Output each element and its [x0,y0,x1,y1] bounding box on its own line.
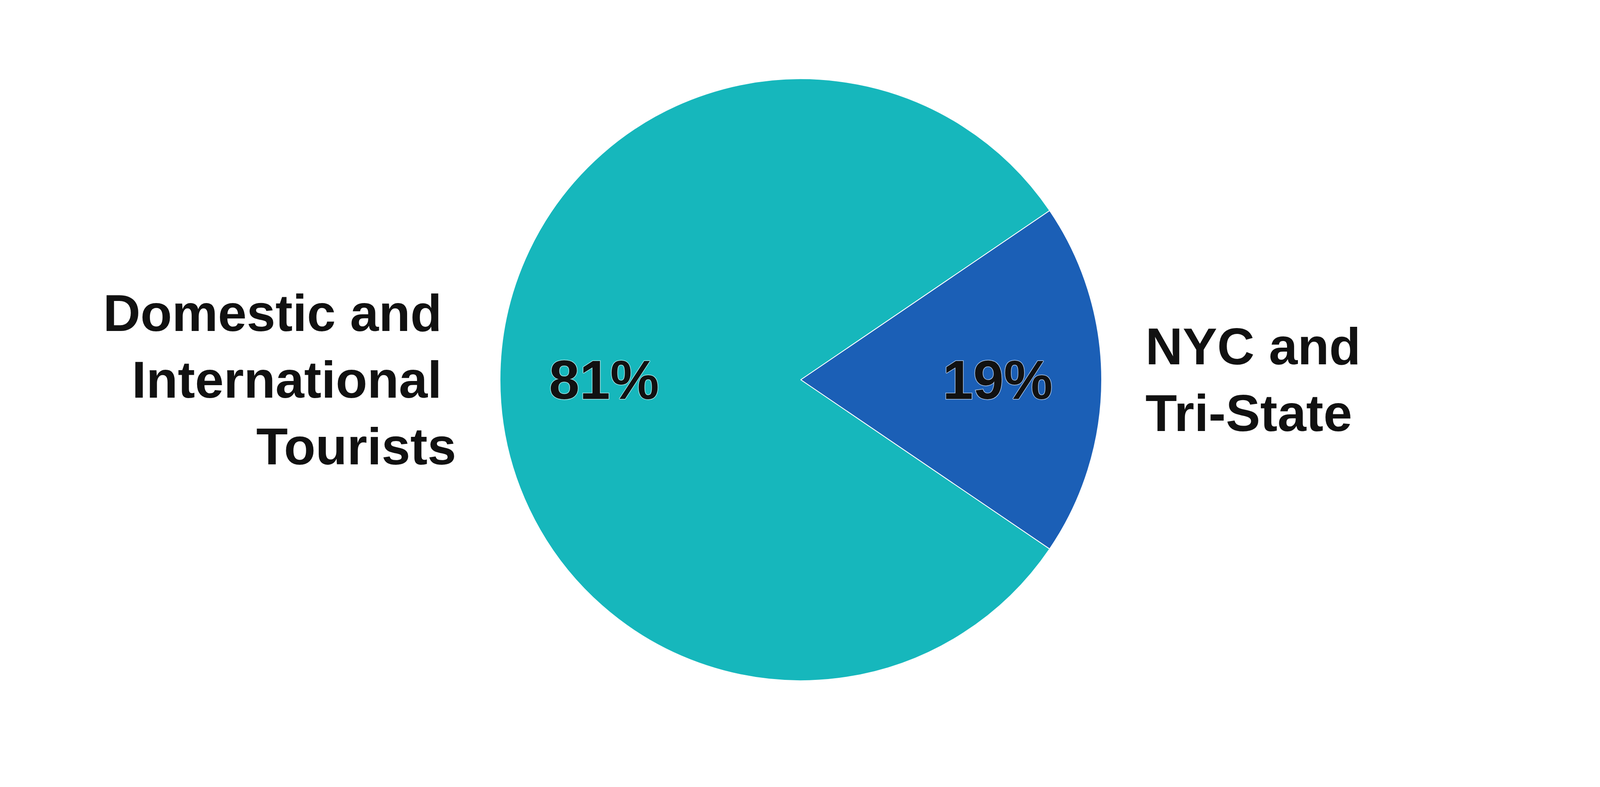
svg-text:Tourists: Tourists [256,417,457,475]
svg-text:19%: 19% [942,349,1053,411]
svg-text:Tri-State: Tri-State [1145,384,1353,442]
svg-text:Domestic and: Domestic and [102,284,457,342]
svg-text:NYC and: NYC and [1145,317,1375,375]
svg-text:International: International [131,350,457,409]
svg-text:81%: 81% [549,349,660,411]
